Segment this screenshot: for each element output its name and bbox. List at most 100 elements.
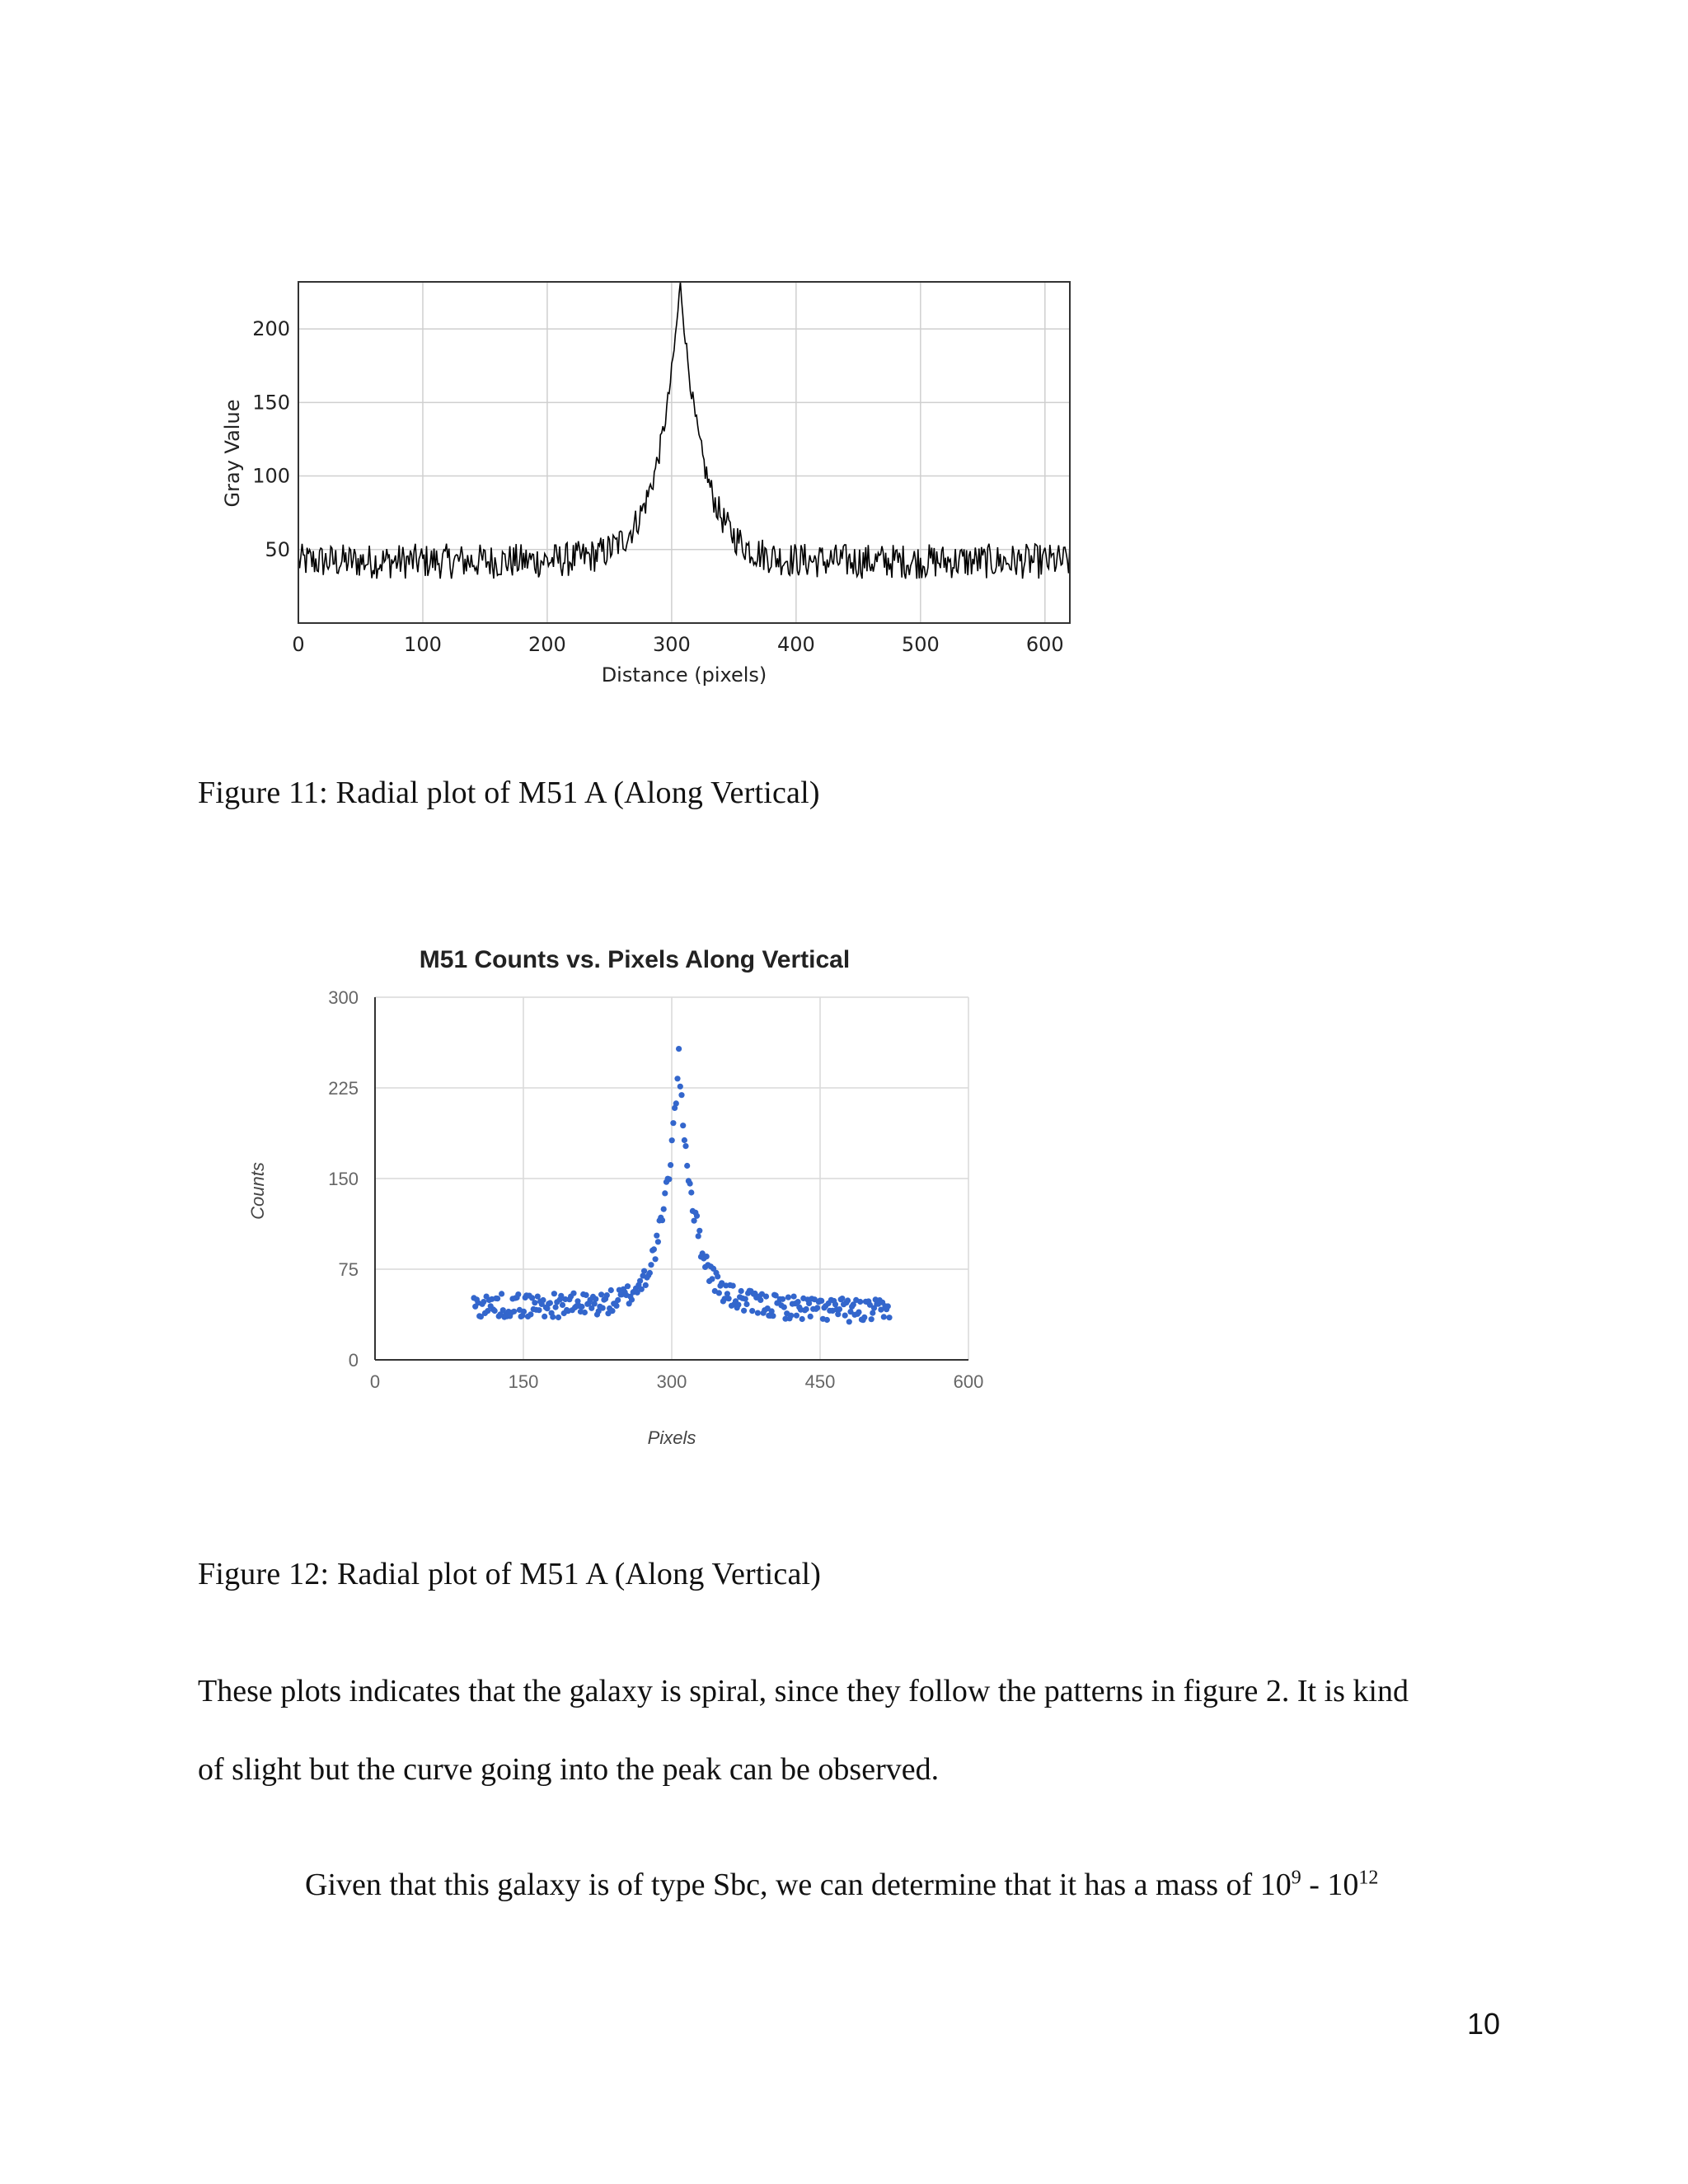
figure-11-y-ticks: 50 100 150 200 [252,317,290,561]
figure-12-point-114 [628,1296,635,1303]
figure-11-y-axis-label: Gray Value [221,400,244,508]
figure-12-point-15 [491,1307,498,1315]
figure-12-point-242 [806,1300,813,1306]
figure-12-y-ticks: 0 75 150 225 300 [328,987,359,1371]
figure-12-point-81 [583,1291,589,1298]
figure-12-point-127 [646,1269,653,1277]
figure-12-x-axis-label: Pixels [648,1427,696,1448]
figure-12-y-tick-150: 150 [328,1169,359,1189]
figure-12-x-tick-600: 600 [954,1371,984,1392]
figure-11-x-tick-600: 600 [1026,633,1064,656]
figure-12-point-10 [485,1308,491,1315]
figure-12-point-103 [613,1302,620,1309]
figure-12-point-272 [847,1309,854,1315]
figure-12-point-120 [637,1277,644,1284]
figure-12-x-tick-0: 0 [370,1371,380,1392]
figure-12-point-153 [682,1143,689,1150]
figure-12-point-32 [515,1291,522,1298]
figure-12-point-92 [598,1291,605,1298]
figure-12-point-154 [684,1162,691,1169]
figure-12-point-141 [666,1176,673,1183]
figure-12-point-80 [581,1309,588,1316]
figure-12-point-184 [725,1296,732,1302]
figure-12-point-251 [818,1297,825,1304]
figure-12-point-191 [735,1301,742,1308]
figure-11-x-tick-100: 100 [404,633,442,656]
figure-12-point-100 [609,1308,616,1315]
figure-12-point-88 [593,1296,599,1302]
figure-12-chart: M51 Counts vs. Pixels Along Vertical 0 15… [247,946,983,1448]
figure-12-point-271 [846,1319,852,1325]
paragraph-1-line-1: These plots indicates that the galaxy is… [198,1674,1409,1708]
paragraph-1-line-2: of slight but the curve going into the p… [198,1752,940,1787]
figure-11-y-tick-200: 200 [252,317,290,340]
figure-12-point-72 [570,1290,577,1296]
figure-12-point-234 [795,1299,801,1305]
figure-12-point-145 [672,1104,678,1111]
figure-12-point-266 [839,1296,846,1302]
figure-12-point-50 [540,1296,546,1304]
figure-12-point-47 [536,1307,542,1314]
figure-12-x-tick-450: 450 [805,1371,836,1392]
figure-12-point-130 [650,1246,657,1253]
figure-12-y-tick-300: 300 [328,987,359,1008]
figure-12-point-149 [677,1083,683,1090]
figure-11-chart: 0 100 200 300 400 500 600 50 100 150 200 Distance… [221,281,1071,687]
figure-12-point-168 [703,1254,710,1260]
figure-12-point-111 [624,1283,631,1290]
figure-12-point-64 [559,1301,566,1308]
figure-12-point-151 [680,1122,687,1129]
figure-12-point-261 [832,1301,839,1308]
figure-11-caption: Figure 11: Radial plot of M51 A (Along V… [198,776,820,810]
figure-12-point-118 [634,1289,640,1296]
figure-12-point-176 [715,1273,721,1280]
figure-12-y-axis-label: Counts [247,1162,268,1220]
figure-12-point-144 [670,1120,677,1127]
figure-12-point-57 [550,1314,556,1320]
figure-12-point-278 [856,1309,862,1315]
figure-12-point-237 [799,1315,805,1323]
paragraph-2-exponent-2: 12 [1358,1867,1379,1889]
figure-12-point-136 [659,1217,666,1224]
figure-12-y-tick-75: 75 [339,1259,359,1280]
figure-12-y-tick-225: 225 [328,1078,359,1099]
figure-12-point-229 [788,1312,795,1319]
figure-12-point-165 [699,1250,706,1257]
figure-11-y-tick-50: 50 [265,538,290,561]
figure-12-x-ticks: 0 150 300 450 600 [370,1371,983,1392]
figure-12-point-299 [884,1303,891,1310]
figure-12-point-85 [588,1305,595,1311]
figure-12-point-87 [591,1301,598,1307]
figure-12-point-161 [693,1212,701,1219]
figure-12-point-20 [499,1291,505,1297]
paragraph-2-line-1: Given that this galaxy is of type Sbc, w… [305,1867,1378,1903]
figure-11-x-tick-200: 200 [528,633,566,656]
figure-12-x-tick-300: 300 [657,1371,687,1392]
figure-12-point-218 [772,1292,779,1299]
figure-12-point-300 [886,1315,893,1321]
figure-12-point-195 [741,1307,748,1314]
figure-12-point-61 [555,1314,562,1321]
figure-12-point-224 [781,1304,787,1310]
page-number: 10 [1466,2007,1500,2041]
figure-12-point-137 [660,1206,667,1212]
figure-12-point-282 [861,1314,868,1320]
figure-12-point-288 [870,1310,876,1316]
figure-12-point-75 [574,1298,581,1305]
figure-12-point-58 [551,1291,557,1297]
figure-12-point-240 [803,1305,809,1313]
figure-11-x-tick-400: 400 [777,633,815,656]
figure-12-point-215 [768,1308,775,1315]
figure-12-point-156 [687,1180,693,1187]
figure-11-y-tick-100: 100 [252,465,290,488]
figure-12-point-270 [845,1297,851,1304]
figure-12-point-287 [868,1316,874,1323]
paragraph-2-text: Given that this galaxy is of type Sbc, w… [305,1868,1292,1902]
figure-12-point-17 [495,1296,501,1302]
figure-12-point-205 [754,1310,762,1316]
figure-12-point-157 [688,1189,695,1196]
figure-12-point-55 [546,1300,553,1306]
figure-12-point-163 [696,1227,703,1234]
figure-12-point-42 [529,1295,536,1301]
figure-12-point-223 [780,1296,786,1302]
